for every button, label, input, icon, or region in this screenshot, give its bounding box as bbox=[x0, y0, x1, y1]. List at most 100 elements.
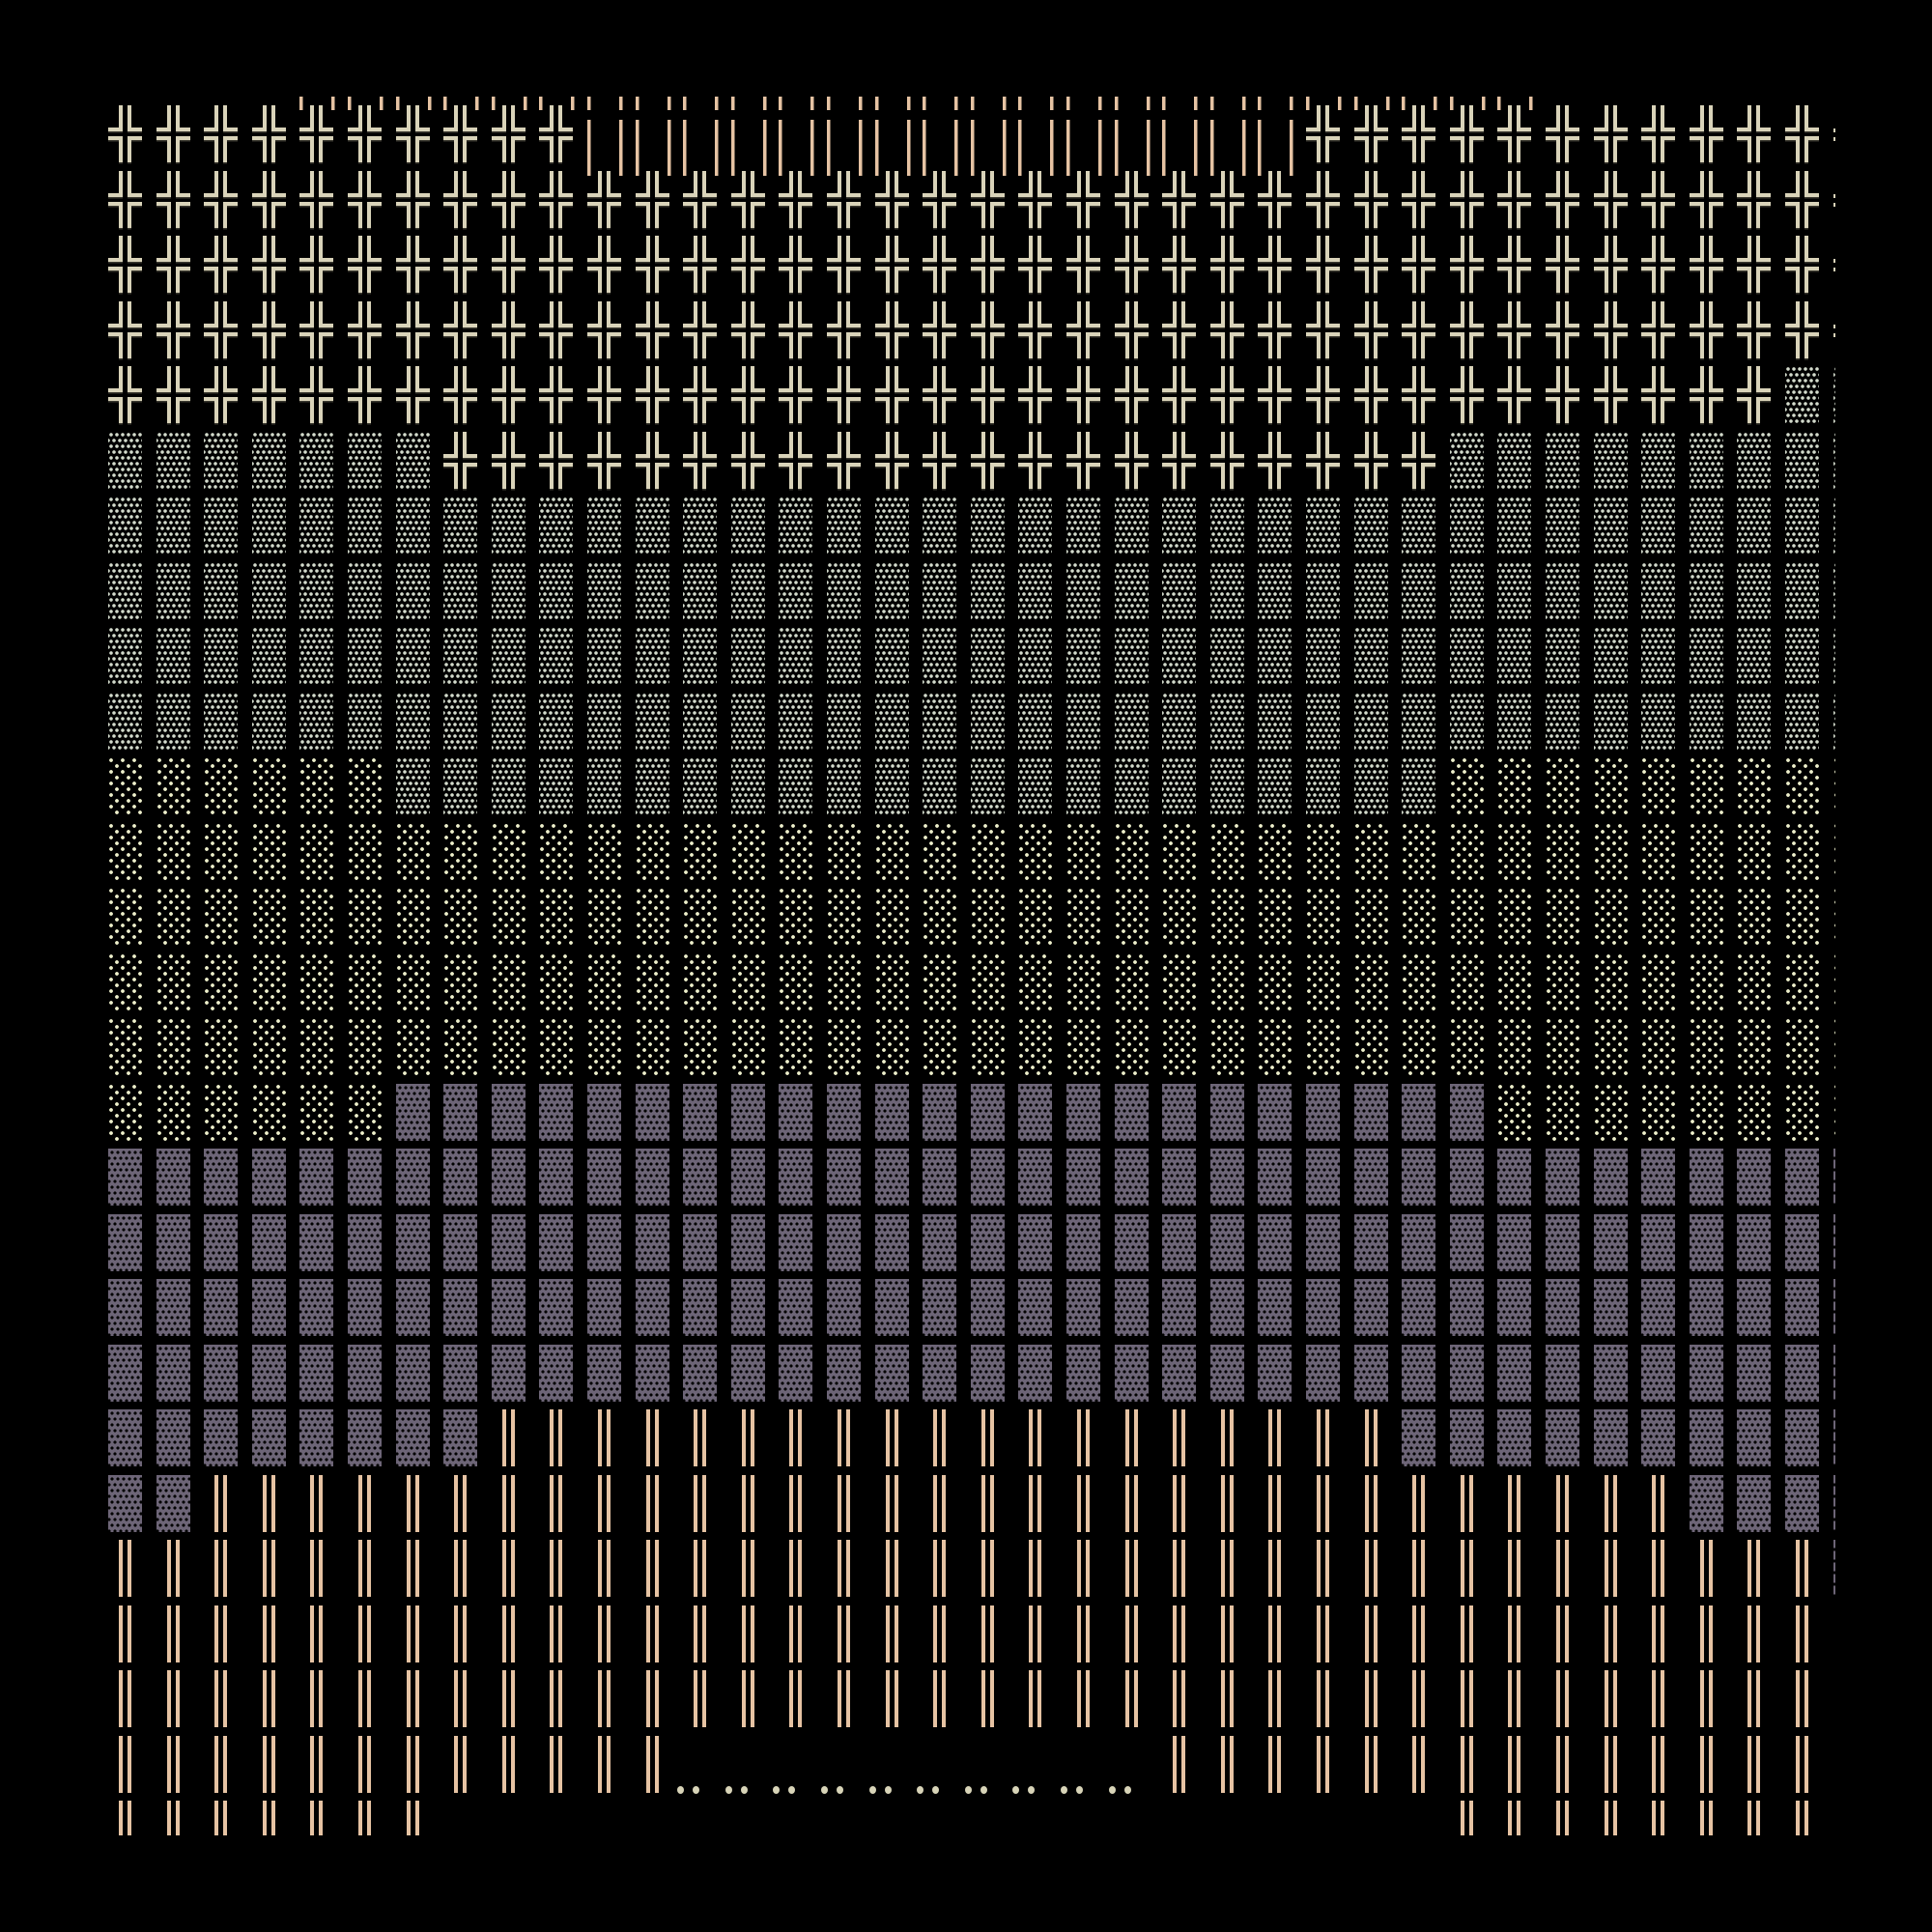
peach-double-vertical-glyph bbox=[348, 1605, 382, 1662]
double-cross-glyph bbox=[1497, 300, 1532, 359]
peach-double-vertical-glyph bbox=[348, 1474, 382, 1532]
dark-shade-glyph bbox=[1353, 1344, 1388, 1402]
peach-double-vertical-glyph bbox=[299, 1670, 333, 1727]
dark-shade-glyph bbox=[635, 1279, 669, 1336]
light-shade-glyph bbox=[539, 822, 574, 880]
peach-double-vertical-glyph bbox=[1066, 1409, 1100, 1466]
medium-shade-glyph bbox=[1402, 692, 1436, 750]
peach-double-vertical-glyph bbox=[1450, 1735, 1484, 1793]
peach-double-vertical-glyph bbox=[1785, 1670, 1819, 1727]
medium-shade-glyph bbox=[1546, 692, 1579, 750]
double-cross-glyph bbox=[1449, 366, 1484, 425]
dark-shade-glyph bbox=[299, 1344, 334, 1402]
dark-shade-glyph bbox=[1546, 1149, 1579, 1206]
medium-shade-glyph bbox=[1114, 627, 1149, 684]
dark-shade-glyph bbox=[1209, 1213, 1244, 1271]
peach-double-vertical-glyph bbox=[923, 1540, 956, 1597]
double-cross-glyph bbox=[204, 300, 239, 359]
light-shade-glyph bbox=[1162, 952, 1197, 1010]
double-cross-glyph bbox=[587, 431, 621, 490]
medium-shade-glyph bbox=[1833, 627, 1835, 684]
peach-double-vertical-glyph bbox=[156, 1670, 190, 1727]
medium-shade-glyph bbox=[108, 561, 142, 619]
dark-shade-glyph bbox=[1497, 1344, 1532, 1402]
medium-shade-glyph bbox=[204, 561, 239, 619]
double-cross-glyph bbox=[1546, 300, 1579, 359]
double-cross-glyph bbox=[970, 366, 1005, 425]
colon-glyph bbox=[1833, 105, 1835, 162]
peach-tick-glyph bbox=[348, 97, 384, 162]
double-cross-glyph bbox=[1018, 366, 1053, 425]
peach-double-vertical-glyph bbox=[539, 1735, 573, 1793]
dark-shade-glyph bbox=[1833, 1540, 1835, 1597]
double-cross-glyph bbox=[730, 170, 765, 229]
medium-shade-glyph bbox=[587, 757, 621, 814]
peach-double-vertical-glyph bbox=[1497, 1605, 1531, 1662]
double-cross-glyph bbox=[443, 236, 478, 295]
light-shade-glyph bbox=[156, 1083, 190, 1141]
peach-tick-glyph bbox=[1402, 97, 1437, 162]
dark-shade-glyph bbox=[1258, 1149, 1293, 1206]
medium-shade-glyph bbox=[683, 757, 718, 814]
medium-shade-glyph bbox=[204, 627, 239, 684]
peach-double-vertical-glyph bbox=[539, 1409, 573, 1466]
double-cross-glyph bbox=[204, 105, 239, 164]
double-cross-glyph bbox=[874, 300, 909, 359]
light-shade-glyph bbox=[491, 952, 526, 1010]
peach-double-vertical-glyph bbox=[1402, 1474, 1435, 1532]
light-shade-glyph bbox=[779, 888, 813, 945]
dark-shade-glyph bbox=[970, 1149, 1005, 1206]
light-shade-glyph bbox=[299, 1083, 334, 1141]
light-shade-glyph bbox=[923, 822, 957, 880]
medium-shade-glyph bbox=[395, 692, 430, 750]
medium-shade-glyph bbox=[779, 627, 813, 684]
double-cross-glyph bbox=[1066, 300, 1100, 359]
medium-shade-glyph bbox=[251, 692, 286, 750]
double-cross-glyph bbox=[683, 300, 718, 359]
dark-shade-glyph bbox=[1402, 1344, 1436, 1402]
medium-shade-glyph bbox=[1737, 627, 1772, 684]
dark-shade-glyph bbox=[827, 1213, 861, 1271]
double-cross-glyph bbox=[1689, 300, 1723, 359]
light-shade-glyph bbox=[1066, 888, 1100, 945]
peach-double-vertical-glyph bbox=[1690, 1735, 1723, 1793]
double-cross-glyph bbox=[299, 105, 334, 164]
double-cross-glyph bbox=[730, 366, 765, 425]
medium-shade-glyph bbox=[443, 497, 478, 554]
light-shade-glyph bbox=[779, 822, 813, 880]
medium-shade-glyph bbox=[1785, 366, 1819, 423]
peach-double-vertical-glyph bbox=[156, 1735, 190, 1793]
peach-double-vertical-glyph bbox=[587, 1670, 621, 1727]
medium-shade-glyph bbox=[683, 561, 718, 619]
peach-double-vertical-glyph bbox=[1641, 1801, 1675, 1835]
peach-double-vertical-glyph bbox=[1450, 1801, 1484, 1835]
double-cross-glyph bbox=[348, 236, 382, 295]
double-cross-glyph bbox=[635, 170, 669, 229]
double-cross-glyph bbox=[443, 431, 478, 490]
double-cross-glyph bbox=[1737, 366, 1772, 425]
peach-double-vertical-glyph bbox=[1785, 1605, 1819, 1662]
peach-double-vertical-glyph bbox=[252, 1474, 286, 1532]
peach-tick-glyph bbox=[395, 97, 432, 162]
dark-shade-glyph bbox=[779, 1279, 813, 1336]
light-shade-glyph bbox=[1593, 822, 1628, 880]
peach-double-vertical-glyph bbox=[396, 1735, 430, 1793]
dark-shade-glyph bbox=[1018, 1213, 1053, 1271]
medium-shade-glyph bbox=[299, 627, 334, 684]
medium-shade-glyph bbox=[443, 561, 478, 619]
light-shade-glyph bbox=[923, 952, 957, 1010]
light-shade-glyph bbox=[1546, 757, 1579, 814]
dark-shade-glyph bbox=[1162, 1213, 1197, 1271]
medium-shade-glyph bbox=[395, 561, 430, 619]
peach-double-vertical-glyph bbox=[1594, 1605, 1628, 1662]
double-cross-glyph bbox=[683, 366, 718, 425]
medium-shade-glyph bbox=[635, 497, 669, 554]
peach-double-vertical-glyph bbox=[923, 1409, 956, 1466]
dark-shade-glyph bbox=[827, 1083, 861, 1141]
double-cross-glyph bbox=[970, 236, 1005, 295]
two-dot-leader-glyph bbox=[1061, 1736, 1100, 1794]
dark-shade-glyph bbox=[348, 1279, 382, 1336]
dark-shade-glyph bbox=[1546, 1409, 1579, 1466]
peach-double-vertical-glyph bbox=[636, 1670, 669, 1727]
double-cross-glyph bbox=[1114, 431, 1149, 490]
